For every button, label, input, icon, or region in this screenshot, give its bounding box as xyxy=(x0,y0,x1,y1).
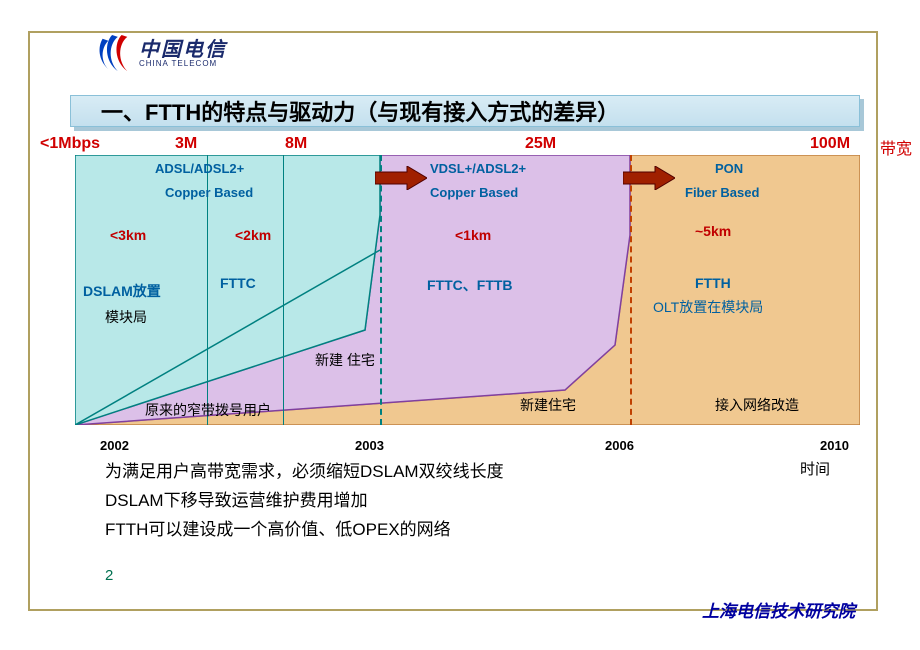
year-tick: 2003 xyxy=(355,438,384,453)
diagram-stage: ADSL/ADSL2+ Copper Based VDSL+/ADSL2+ Coppe… xyxy=(75,155,860,425)
logo-en: CHINA TELECOM xyxy=(139,60,227,68)
diagram-label: ~5km xyxy=(695,223,731,239)
diagram-label: 接入网络改造 xyxy=(715,395,799,415)
bullet-line: DSLAM下移导致运营维护费用增加 xyxy=(105,487,504,516)
title-bar: 一、FTTH的特点与驱动力（与现有接入方式的差异） xyxy=(70,95,860,127)
diagram-label: <3km xyxy=(110,227,146,243)
divider-dashed xyxy=(380,155,382,425)
bullet-line: FTTH可以建设成一个高价值、低OPEX的网络 xyxy=(105,516,504,545)
diagram-label: Fiber Based xyxy=(685,185,759,200)
page-number: 2 xyxy=(105,567,113,584)
diagram-label: ADSL/ADSL2+ xyxy=(155,161,244,176)
divider-dashed xyxy=(630,155,632,425)
bandwidth-tick: 3M xyxy=(175,135,197,153)
bandwidth-label: 带宽 xyxy=(880,135,912,159)
divider-solid xyxy=(283,155,284,425)
year-tick: 2010 xyxy=(820,438,849,453)
diagram-label: 原来的窄带拨号用户 xyxy=(145,400,271,420)
diagram-label: DSLAM放置 xyxy=(83,281,161,301)
diagram-label: 新建住宅 xyxy=(520,395,576,415)
bullet-line: 为满足用户高带宽需求，必须缩短DSLAM双绞线长度 xyxy=(105,458,504,487)
diagram-label: VDSL+/ADSL2+ xyxy=(430,161,526,176)
bandwidth-tick: 25M xyxy=(525,135,556,153)
diagram-label: PON xyxy=(715,161,743,176)
logo-cn: 中国电信 xyxy=(139,40,227,60)
diagram-label: FTTC、FTTB xyxy=(427,275,513,295)
logo-swirl-icon xyxy=(95,33,133,75)
year-tick: 2006 xyxy=(605,438,634,453)
bandwidth-tick: 100M xyxy=(810,135,850,153)
diagram-label: Copper Based xyxy=(165,185,253,200)
diagram-label: FTTC xyxy=(220,275,256,291)
diagram-label: OLT放置在模块局 xyxy=(653,297,763,317)
year-tick: 2002 xyxy=(100,438,129,453)
diagram-label: 新建 住宅 xyxy=(315,350,375,370)
diagram-label: 模块局 xyxy=(105,307,147,327)
diagram-label: Copper Based xyxy=(430,185,518,200)
diagram-label: <2km xyxy=(235,227,271,243)
logo: 中国电信 CHINA TELECOM xyxy=(95,33,227,75)
time-axis-label: 时间 xyxy=(800,458,830,479)
arrow-right-icon xyxy=(623,166,675,190)
bandwidth-tick: <1Mbps xyxy=(40,135,100,153)
bandwidth-tick: 8M xyxy=(285,135,307,153)
diagram-label: <1km xyxy=(455,227,491,243)
arrow-right-icon xyxy=(375,166,427,190)
footer-org: 上海电信技术研究院 xyxy=(702,597,855,622)
summary-bullets: 为满足用户高带宽需求，必须缩短DSLAM双绞线长度DSLAM下移导致运营维护费用… xyxy=(105,458,504,545)
title-text: 一、FTTH的特点与驱动力（与现有接入方式的差异） xyxy=(101,95,619,127)
diagram-label: FTTH xyxy=(695,275,731,291)
